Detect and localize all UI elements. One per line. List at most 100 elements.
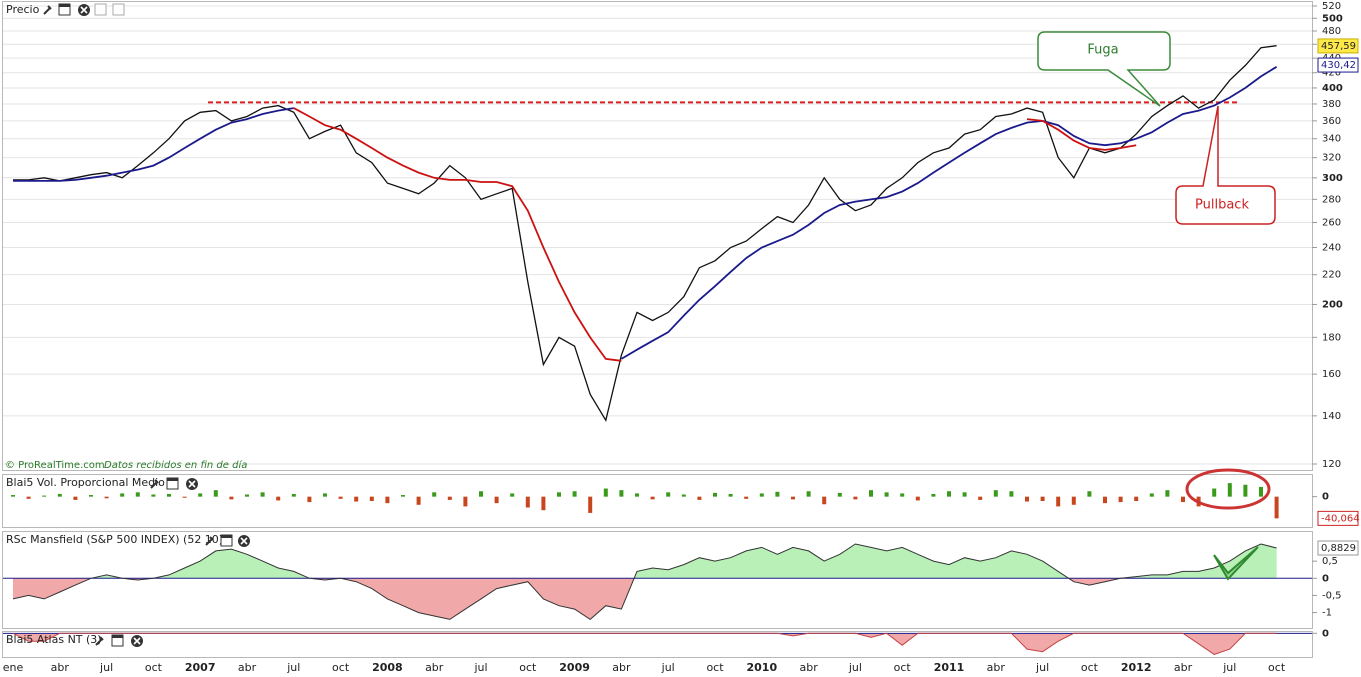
y-tick-label: 160 [1322, 369, 1341, 380]
bar [276, 496, 281, 501]
bar [354, 496, 359, 502]
bar [245, 494, 249, 497]
highlight-ellipse [1185, 468, 1271, 510]
x-tick-label: oct [706, 661, 724, 674]
y-tick-label: 360 [1322, 116, 1341, 127]
area-line [12, 632, 1277, 655]
bar [947, 491, 951, 497]
bar [978, 496, 983, 500]
bar [338, 496, 343, 499]
callout-box [1037, 31, 1171, 107]
bar [198, 493, 203, 497]
bar [42, 495, 47, 497]
bar [57, 493, 62, 497]
bar [1071, 496, 1076, 505]
bar [806, 491, 811, 497]
y-tick-label: 500 [1322, 13, 1343, 24]
y-tick-label: 340 [1322, 134, 1341, 145]
x-tick-label: 2008 [372, 661, 403, 674]
bar [167, 493, 171, 497]
bar [572, 491, 577, 497]
bar [1118, 496, 1123, 503]
y-tick-label: 420 [1322, 68, 1341, 79]
last-value-label: -40,064 [1321, 513, 1360, 524]
axis-labels: 120 140 160 180 200 220 240 260 280 300 320 340 360 3… [3, 1, 1360, 674]
plots [3, 5, 1312, 655]
bar [822, 496, 827, 505]
bar [1134, 496, 1139, 501]
last-value-label: 457,59 [1321, 41, 1356, 52]
bar [479, 491, 483, 497]
y-tick-label: 300 [1322, 173, 1343, 184]
bar [291, 493, 296, 497]
y-tick-label: 180 [1322, 332, 1341, 343]
y-tick-label: 0,5 [1322, 556, 1338, 567]
bar [603, 488, 608, 497]
bar [619, 490, 624, 497]
y-tick-label: 220 [1322, 270, 1341, 281]
panel-title: RSc Mansfield (S&P 500 INDEX) (52 10) [6, 533, 223, 546]
bar [557, 492, 561, 497]
bar [1087, 491, 1092, 497]
bar [1259, 486, 1263, 497]
series-line [13, 45, 1277, 422]
bar [260, 492, 265, 497]
callout-text: Fuga [1087, 43, 1118, 58]
bar [650, 496, 655, 500]
bar [791, 496, 795, 500]
bar [697, 496, 702, 500]
bar [1165, 490, 1170, 497]
bar [229, 496, 234, 500]
last-value-box [1317, 510, 1359, 526]
y-tick-label: 0 [1322, 492, 1329, 503]
toolbar-icons[interactable] [43, 3, 125, 16]
check-mark [1213, 546, 1259, 581]
bar [884, 492, 889, 497]
bar [713, 492, 717, 497]
x-tick-label: oct [145, 661, 163, 674]
callout-text: Pullback [1195, 198, 1249, 213]
bar [1009, 491, 1014, 497]
bar [213, 490, 218, 497]
x-tick-label: 2011 [934, 661, 965, 674]
area-negative [13, 633, 1277, 655]
panel-title: Blai5 Vol. Proporcional Medio [6, 476, 165, 489]
bar [1040, 496, 1045, 501]
bar [1103, 496, 1107, 504]
bar [89, 495, 93, 497]
x-tick-label: jul [286, 661, 300, 674]
bar [182, 496, 187, 498]
toolbar-icons[interactable] [95, 634, 143, 647]
x-tick-label: abr [987, 661, 1006, 674]
bar [1056, 496, 1061, 507]
bar [307, 496, 312, 503]
bar [1243, 484, 1248, 497]
bar [369, 496, 374, 501]
bar [135, 492, 140, 497]
x-tick-label: 2010 [746, 661, 777, 674]
bar [1227, 483, 1232, 497]
bar [681, 494, 686, 497]
last-value-box [1317, 57, 1359, 73]
y-tick-label: 380 [1322, 99, 1341, 110]
x-tick-label: 2007 [185, 661, 216, 674]
x-tick-label: abr [799, 661, 818, 674]
x-tick-label: abr [612, 661, 631, 674]
bar [463, 496, 468, 507]
bar [416, 496, 421, 505]
bar [525, 496, 530, 508]
bar [104, 496, 109, 499]
bar [635, 493, 639, 497]
bar [588, 496, 593, 513]
x-tick-label: jul [848, 661, 862, 674]
toolbar-icons[interactable] [150, 477, 198, 490]
bar [1149, 493, 1154, 497]
x-tick-label: oct [1081, 661, 1099, 674]
x-tick-label: abr [1174, 661, 1193, 674]
x-tick-label: ene [3, 661, 24, 674]
bar [962, 492, 967, 497]
bar [11, 495, 15, 497]
toolbar-icons[interactable] [205, 534, 250, 547]
bar [401, 495, 405, 497]
volume-panel [2, 474, 1313, 528]
